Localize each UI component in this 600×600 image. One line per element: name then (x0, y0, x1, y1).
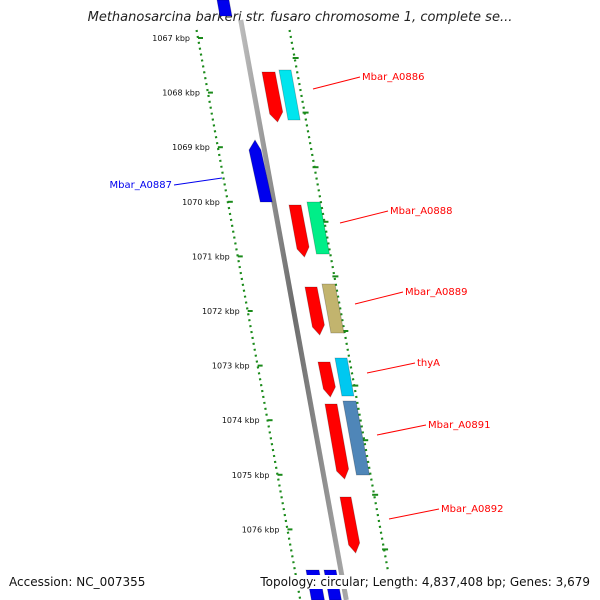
leader-line (366, 362, 416, 374)
leader-line (173, 177, 223, 186)
tick-label: 1074 kbp (222, 416, 260, 425)
gene-label: thyA (417, 358, 440, 369)
leader-line (388, 508, 440, 520)
tick-label: 1075 kbp (232, 471, 270, 480)
feature-bar (306, 201, 330, 255)
gene-label: Mbar_A0887 (109, 180, 172, 191)
gene-arrow-mbar-a0887 (248, 139, 273, 203)
inner-track-line (230, 29, 335, 600)
left-guide-line (195, 29, 302, 600)
backbone-line (238, 19, 349, 600)
feature-bar (278, 69, 301, 121)
gene-arrow-mbar-a0892 (339, 496, 361, 554)
feature-bar (321, 283, 345, 334)
feature-bar (342, 400, 370, 476)
gene-label: Mbar_A0891 (428, 420, 491, 431)
accession-text: Accession: NC_007355 (9, 575, 146, 589)
tick-label: 1073 kbp (212, 362, 250, 371)
gene-arrow-mbar-a0889 (304, 286, 325, 336)
gene-arrow-mbar-a0886 (261, 71, 284, 123)
topology-text: Topology: circular; Length: 4,837,408 bp… (257, 575, 590, 589)
map-title: Methanosarcina barkeri str. fusaro chrom… (87, 10, 513, 25)
tick-label: 1068 kbp (162, 89, 200, 98)
tick-label: 1071 kbp (192, 252, 230, 261)
gene-arrow-mbar-a0891 (324, 403, 350, 480)
leader-line (376, 424, 427, 436)
gene-label: Mbar_A0888 (390, 206, 453, 217)
leader-line (312, 76, 361, 90)
leader-line (339, 210, 389, 224)
gene-arrow-thya (317, 361, 336, 398)
partial-feature-top (216, 0, 233, 17)
gene-label: Mbar_A0889 (405, 287, 468, 298)
tick-label: 1072 kbp (202, 307, 240, 316)
gene-label: Mbar_A0886 (362, 72, 425, 83)
right-guide-line (288, 29, 389, 571)
tick-label: 1070 kbp (182, 198, 220, 207)
gene-arrow-mbar-a0888 (288, 204, 310, 258)
tick-label: 1076 kbp (242, 525, 280, 534)
leader-line (354, 291, 404, 305)
tick-label: 1069 kbp (172, 143, 210, 152)
tick-label: 1067 kbp (152, 34, 190, 43)
gene-label: Mbar_A0892 (441, 504, 504, 515)
feature-bar (334, 357, 355, 397)
